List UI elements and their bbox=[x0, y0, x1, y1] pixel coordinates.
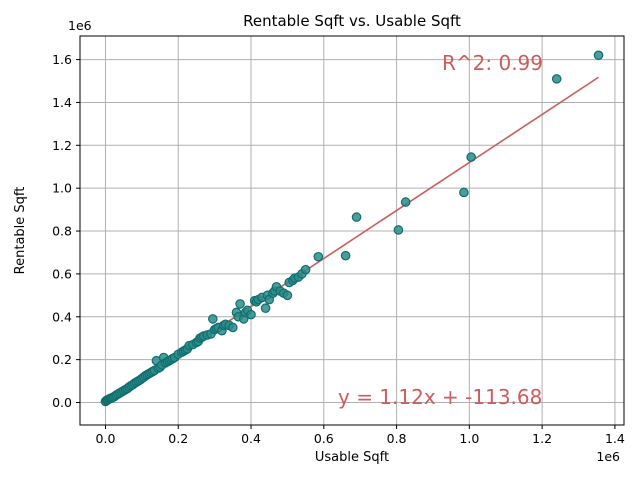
y-tick-label: 1.2 bbox=[52, 138, 72, 153]
data-point bbox=[235, 299, 245, 309]
y-tick-label: 0.2 bbox=[52, 352, 72, 367]
x-tick-label: 0.4 bbox=[241, 431, 261, 446]
data-point bbox=[393, 225, 404, 235]
data-point bbox=[400, 197, 411, 207]
data-point bbox=[228, 322, 238, 333]
r-squared-annotation: R^2: 0.99 bbox=[442, 51, 543, 75]
y-tick-label: 1.6 bbox=[52, 52, 72, 67]
y-tick-label: 1.0 bbox=[52, 181, 72, 196]
data-point bbox=[351, 212, 362, 222]
data-point bbox=[246, 309, 256, 320]
y-axis-offset-label: 1e6 bbox=[68, 18, 92, 33]
y-tick-label: 0.6 bbox=[52, 266, 72, 281]
axis-ticks: 0.0 0.2 0.4 0.6 0.8 1.0 1.2 1.4 0.0 0.2 0.4 0.6 0.8 1… bbox=[52, 52, 625, 446]
data-point bbox=[260, 303, 271, 313]
x-tick-label: 0.6 bbox=[314, 431, 334, 446]
x-tick-label: 0.2 bbox=[168, 431, 188, 446]
x-axis-offset-label: 1e6 bbox=[596, 449, 620, 464]
x-tick-label: 0.0 bbox=[96, 431, 116, 446]
data-point bbox=[208, 314, 218, 324]
y-tick-label: 0.8 bbox=[52, 224, 72, 239]
equation-annotation: y = 1.12x + -113.68 bbox=[338, 385, 542, 409]
data-point bbox=[282, 290, 293, 301]
x-tick-label: 1.0 bbox=[459, 431, 479, 446]
chart-title: Rentable Sqft vs. Usable Sqft bbox=[243, 12, 461, 30]
grid bbox=[80, 36, 624, 425]
data-point bbox=[340, 250, 351, 261]
y-tick-label: 0.4 bbox=[52, 309, 72, 324]
y-tick-label: 0.0 bbox=[52, 395, 72, 410]
x-tick-label: 1.4 bbox=[605, 431, 625, 446]
data-point bbox=[551, 74, 562, 84]
data-point bbox=[593, 50, 604, 61]
y-axis-label: Rentable Sqft bbox=[13, 187, 28, 275]
data-point bbox=[300, 264, 311, 275]
plot-frame bbox=[79, 35, 625, 426]
x-axis-label: Usable Sqft bbox=[315, 450, 389, 465]
data-point bbox=[466, 152, 476, 162]
x-tick-label: 0.8 bbox=[387, 431, 407, 446]
data-point bbox=[313, 251, 324, 262]
y-tick-label: 1.4 bbox=[52, 95, 72, 110]
x-tick-label: 1.2 bbox=[532, 431, 552, 446]
data-points bbox=[100, 50, 604, 407]
data-point bbox=[459, 187, 469, 198]
